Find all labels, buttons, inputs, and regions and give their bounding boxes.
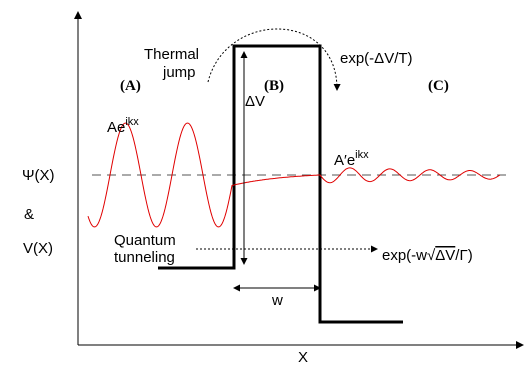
thermal-rate-label: exp(-ΔV/T) <box>340 50 413 67</box>
wavefunction-curve <box>87 122 501 228</box>
quantum-label-line2: tunneling <box>114 249 175 266</box>
x-label: X <box>298 349 308 366</box>
region-c-label: (C) <box>428 78 449 94</box>
transmitted-wave-label: A′eikx <box>334 149 369 169</box>
potential-barrier <box>158 44 403 324</box>
quantum-label-line1: Quantum <box>114 232 176 249</box>
region-a-label: (A) <box>120 78 141 94</box>
width-label: w <box>271 292 283 309</box>
delta-v-label: ΔV <box>245 93 265 110</box>
y-label-v: V(X) <box>23 240 53 257</box>
thermal-label-line2: jump <box>162 64 196 81</box>
sqrt-radicand: ΔV <box>435 247 455 264</box>
y-label-psi: Ψ(X) <box>22 167 55 184</box>
thermal-label-line1: Thermal <box>144 46 199 63</box>
thermal-jump-arrow <box>207 28 341 91</box>
y-label-ampersand: & <box>24 206 34 223</box>
region-b-label: (B) <box>264 78 284 94</box>
sqrt-sign: √ <box>427 247 436 264</box>
incoming-wave-label: Aeikx <box>107 116 139 136</box>
tunnel-rate-label: exp(-w√ΔV/Γ) <box>382 247 473 264</box>
